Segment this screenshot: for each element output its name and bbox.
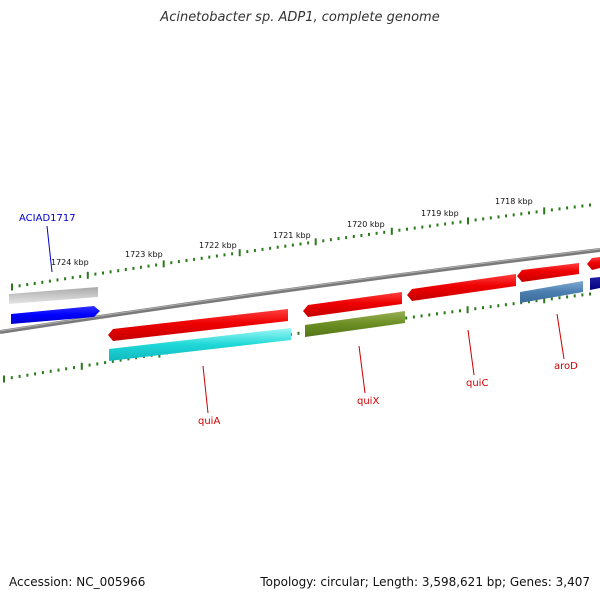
leader-quiX: [358, 345, 366, 394]
label-aroD: aroD: [554, 361, 578, 372]
tick-track-outer: [11, 203, 591, 291]
label-quiA: quiA: [198, 416, 220, 427]
feature-blue: [11, 306, 100, 324]
tick-label-1723: 1723 kbp: [125, 250, 163, 259]
label-quiX: quiX: [357, 396, 379, 407]
gene-partial-right: [587, 257, 600, 270]
leader-aciad1717: [46, 225, 53, 273]
leader-aroD: [556, 313, 565, 360]
gene-quiA: [108, 309, 288, 341]
leader-quiA: [202, 365, 209, 414]
label-aciad1717: ACIAD1717: [19, 213, 76, 224]
gene-aroD: [517, 263, 579, 282]
label-quiC: quiC: [466, 378, 488, 389]
gene-quiC: [407, 274, 516, 301]
gene-aciad1717: [9, 287, 98, 304]
tick-label-1724: 1724 kbp: [51, 258, 89, 267]
tick-label-1722: 1722 kbp: [199, 241, 237, 250]
tick-label-1719: 1719 kbp: [421, 209, 459, 218]
tick-label-1718: 1718 kbp: [495, 197, 533, 206]
map-title: Acinetobacter sp. ADP1, complete genome: [160, 10, 440, 25]
leader-quiC: [467, 329, 475, 376]
feature-steel: [520, 281, 583, 303]
accession-text: Accession: NC_005966: [9, 575, 146, 589]
tick-label-1720: 1720 kbp: [347, 220, 385, 229]
tick-label-1721: 1721 kbp: [273, 231, 311, 240]
tick-track-inner: [3, 292, 591, 383]
genome-summary-text: Topology: circular; Length: 3,598,621 bp…: [260, 575, 590, 589]
feature-olive: [305, 311, 405, 337]
backbone-circle: [0, 248, 600, 334]
feature-cyan: [109, 328, 291, 361]
backbone-highlight: [0, 248, 600, 332]
feature-navy-partial: [590, 277, 600, 290]
gene-quiX: [303, 292, 402, 317]
